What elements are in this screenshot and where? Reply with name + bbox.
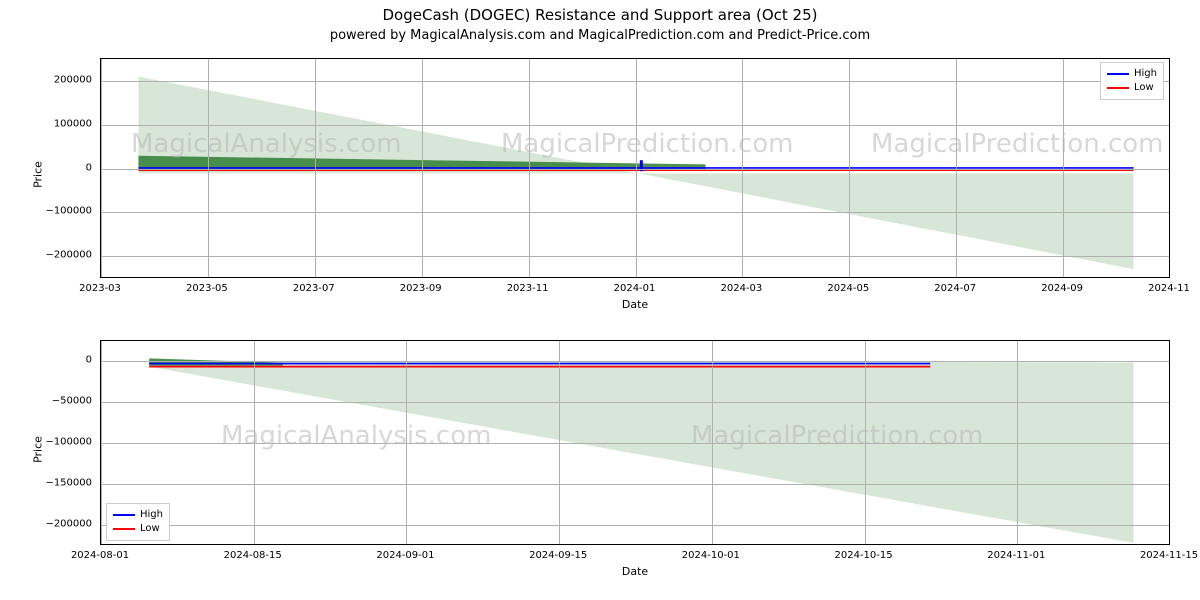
- y-tick-label: 100000: [37, 118, 92, 129]
- legend-item: Low: [113, 522, 163, 536]
- figure-suptitle: DogeCash (DOGEC) Resistance and Support …: [0, 6, 1200, 24]
- gridline-h: [101, 212, 1169, 213]
- gridline-h: [101, 443, 1169, 444]
- figure-subtitle: powered by MagicalAnalysis.com and Magic…: [0, 28, 1200, 43]
- chart-panel-top: MagicalAnalysis.comMagicalPrediction.com…: [100, 58, 1170, 278]
- x-tick-label: 2024-11: [1148, 283, 1190, 294]
- gridline-h: [101, 125, 1169, 126]
- y-tick-label: −100000: [37, 437, 92, 448]
- x-tick-label: 2023-05: [186, 283, 228, 294]
- gridline-h: [101, 256, 1169, 257]
- gridline-h: [101, 81, 1169, 82]
- chart-panel-bottom: MagicalAnalysis.comMagicalPrediction.com: [100, 340, 1170, 545]
- x-tick-label: 2024-09-15: [529, 550, 587, 561]
- legend-item: High: [1107, 67, 1157, 81]
- legend-item: High: [113, 508, 163, 522]
- x-tick-label: 2024-08-15: [224, 550, 282, 561]
- legend-swatch: [113, 528, 135, 530]
- y-tick-label: 0: [37, 355, 92, 366]
- gridline-h: [101, 525, 1169, 526]
- legend-bottom: HighLow: [106, 503, 170, 541]
- y-tick-label: −50000: [37, 396, 92, 407]
- y-tick-label: −100000: [37, 206, 92, 217]
- y-tick-label: 0: [37, 162, 92, 173]
- x-tick-label: 2023-07: [293, 283, 335, 294]
- x-tick-label: 2024-10-01: [682, 550, 740, 561]
- x-tick-label: 2024-11-01: [987, 550, 1045, 561]
- legend-item: Low: [1107, 81, 1157, 95]
- legend-label: High: [1134, 67, 1157, 81]
- legend-swatch: [113, 514, 135, 516]
- legend-swatch: [1107, 87, 1129, 89]
- gridline-h: [101, 361, 1169, 362]
- x-tick-label: 2024-07: [934, 283, 976, 294]
- x-tick-label: 2023-11: [507, 283, 549, 294]
- x-tick-label: 2024-03: [720, 283, 762, 294]
- x-axis-label-top: Date: [622, 298, 648, 311]
- legend-top: HighLow: [1100, 62, 1164, 100]
- x-tick-label: 2024-08-01: [71, 550, 129, 561]
- gridline-h: [101, 484, 1169, 485]
- x-tick-label: 2023-03: [79, 283, 121, 294]
- legend-swatch: [1107, 73, 1129, 75]
- x-tick-label: 2024-09: [1041, 283, 1083, 294]
- x-tick-label: 2024-11-15: [1140, 550, 1198, 561]
- gridline-h: [101, 169, 1169, 170]
- figure: DogeCash (DOGEC) Resistance and Support …: [0, 0, 1200, 600]
- y-tick-label: −200000: [37, 518, 92, 529]
- x-tick-label: 2024-05: [827, 283, 869, 294]
- gridline-h: [101, 402, 1169, 403]
- legend-label: Low: [140, 522, 160, 536]
- x-tick-label: 2024-09-01: [376, 550, 434, 561]
- y-tick-label: −150000: [37, 477, 92, 488]
- x-axis-label-bottom: Date: [622, 565, 648, 578]
- legend-label: High: [140, 508, 163, 522]
- legend-label: Low: [1134, 81, 1154, 95]
- x-tick-label: 2023-09: [400, 283, 442, 294]
- y-tick-label: −200000: [37, 250, 92, 261]
- x-tick-label: 2024-01: [614, 283, 656, 294]
- x-tick-label: 2024-10-15: [835, 550, 893, 561]
- y-tick-label: 200000: [37, 74, 92, 85]
